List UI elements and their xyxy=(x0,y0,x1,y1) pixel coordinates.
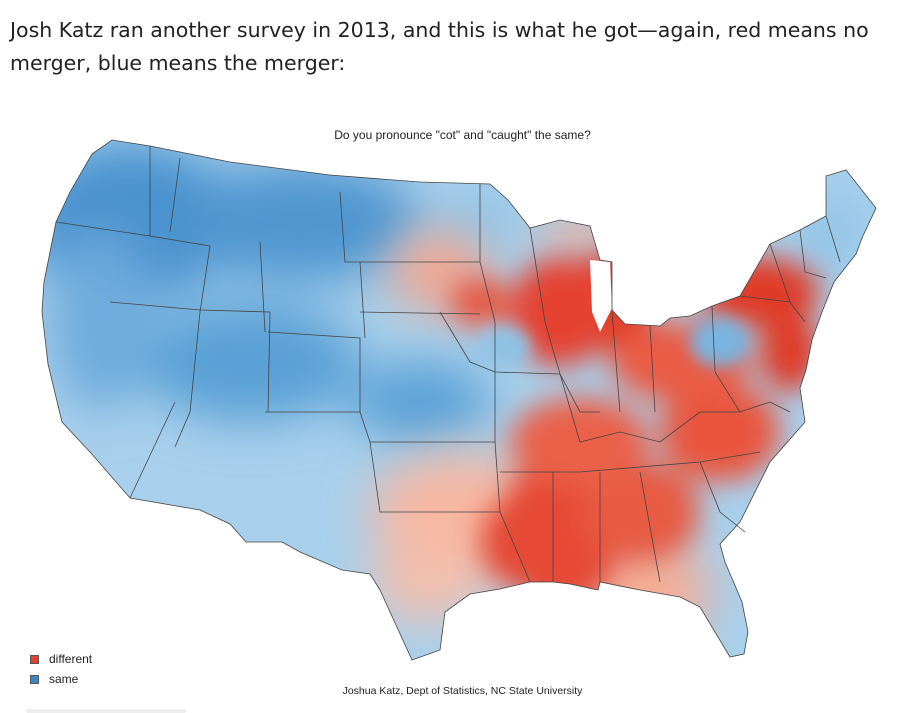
map-legend: different same xyxy=(30,649,92,689)
legend-swatch-different xyxy=(30,654,39,664)
state-borders xyxy=(41,139,877,661)
legend-label-same: same xyxy=(49,672,79,686)
horizontal-scrollbar[interactable] xyxy=(26,709,186,713)
map-color-field xyxy=(42,140,876,660)
us-map xyxy=(41,139,877,661)
map-credit: Joshua Katz, Dept of Statistics, NC Stat… xyxy=(342,685,583,697)
dialect-map-figure: Do you pronounce "cot" and "caught" the … xyxy=(0,112,900,713)
post-paragraph: Josh Katz ran another survey in 2013, an… xyxy=(10,18,869,75)
map-title: Do you pronounce "cot" and "caught" the … xyxy=(334,128,591,142)
legend-label-different: different xyxy=(49,652,93,666)
legend-swatch-same xyxy=(30,674,39,684)
legend-item-same: same xyxy=(30,669,92,689)
legend-item-different: different xyxy=(30,649,92,669)
